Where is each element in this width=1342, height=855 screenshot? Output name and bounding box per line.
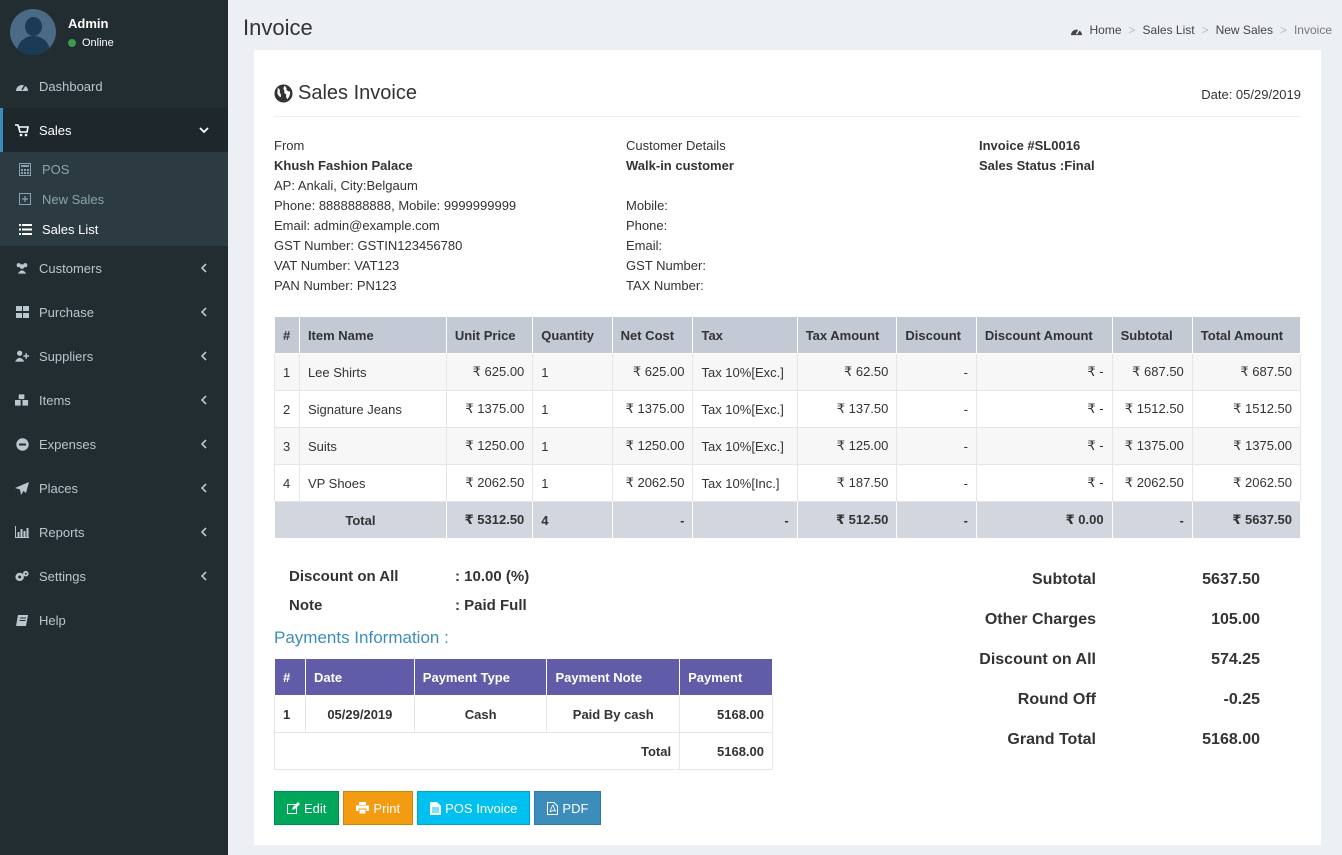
action-buttons: Edit Print POS Invoice PDF <box>274 791 605 825</box>
sidebar-item-dashboard[interactable]: Dashboard <box>0 64 228 108</box>
edit-icon <box>287 802 300 814</box>
summary-row-discount: Discount on All 574.25 <box>979 651 1260 668</box>
calculator-icon <box>18 162 32 176</box>
user-panel: Admin Online <box>0 0 228 64</box>
discount-value: : 10.00 (%) <box>455 568 530 585</box>
sidebar-item-new-sales[interactable]: New Sales <box>0 184 228 214</box>
book-icon <box>15 613 29 627</box>
company-name: Khush Fashion Palace <box>274 158 413 173</box>
payments-table-header: # Date Payment Type Payment Note Payment <box>274 658 773 696</box>
paper-plane-icon <box>15 481 29 495</box>
globe-icon <box>274 84 293 103</box>
chevron-left-icon <box>200 527 207 537</box>
bar-chart-icon <box>15 525 29 539</box>
sidebar: Admin Online Dashboard Sales POS New Sal… <box>0 0 228 855</box>
page-title: Invoice <box>243 15 313 40</box>
table-row: 2 Signature Jeans ₹ 1375.00 1 ₹ 1375.00 … <box>274 390 1302 428</box>
dashboard-icon <box>1070 28 1082 35</box>
payments-table: # Date Payment Type Payment Note Payment… <box>273 658 773 770</box>
sidebar-item-places[interactable]: Places <box>0 466 228 510</box>
invoice-number: Invoice #SL0016 <box>979 138 1081 153</box>
sidebar-item-expenses[interactable]: Expenses <box>0 422 228 466</box>
sidebar-item-settings[interactable]: Settings <box>0 554 228 598</box>
chevron-left-icon <box>200 351 207 361</box>
breadcrumb-sales-list[interactable]: Sales List <box>1142 23 1195 37</box>
pos-invoice-button[interactable]: POS Invoice <box>417 791 531 825</box>
from-address: From Khush Fashion Palace AP: Ankali, Ci… <box>274 138 517 293</box>
grid-icon <box>15 305 29 319</box>
file-pdf-icon <box>547 801 559 815</box>
summary-row-grand-total: Grand Total 5168.00 <box>1007 731 1260 748</box>
plus-square-icon <box>18 192 32 206</box>
chevron-left-icon <box>200 307 207 317</box>
note-label: Note <box>289 597 323 614</box>
user-name: Admin <box>68 15 109 31</box>
chevron-left-icon <box>200 571 207 581</box>
content-header: Invoice Home > Sales List > New Sales > … <box>228 0 1342 50</box>
sales-submenu: POS New Sales Sales List <box>0 152 228 246</box>
items-table: # Item Name Unit Price Quantity Net Cost… <box>274 316 1302 539</box>
gears-icon <box>15 569 29 583</box>
chevron-down-icon <box>199 127 209 134</box>
table-row: 1 05/29/2019 Cash Paid By cash 5168.00 <box>274 695 773 733</box>
users-icon <box>15 261 29 275</box>
summary-row-other-charges: Other Charges 105.00 <box>984 611 1260 628</box>
chevron-left-icon <box>200 439 207 449</box>
invoice-date: Date: 05/29/2019 <box>1201 87 1301 102</box>
discount-label: Discount on All <box>289 568 399 585</box>
file-text-icon <box>430 801 442 815</box>
discount-note-block: Discount on All : 10.00 (%) Note : Paid Fu… <box>289 562 529 620</box>
payments-title: Payments Information : <box>274 628 449 647</box>
invoice-meta: Invoice #SL0016 Sales Status :Final <box>979 136 1095 176</box>
breadcrumb: Home > Sales List > New Sales > Invoice <box>1070 23 1332 37</box>
online-dot-icon <box>68 38 76 47</box>
note-value: : Paid Full <box>455 597 527 614</box>
print-icon <box>356 802 370 814</box>
avatar <box>10 9 56 55</box>
sidebar-item-customers[interactable]: Customers <box>0 246 228 290</box>
totals-summary: Subtotal 5637.50 Other Charges 105.00 Disc… <box>974 560 1274 760</box>
user-plus-icon <box>15 349 29 363</box>
chevron-left-icon <box>200 395 207 405</box>
print-button[interactable]: Print <box>343 791 414 825</box>
sidebar-item-purchase[interactable]: Purchase <box>0 290 228 334</box>
invoice-heading: Sales Invoice <box>274 82 1301 105</box>
sidebar-item-pos[interactable]: POS <box>0 154 228 184</box>
breadcrumb-current: Invoice <box>1293 23 1332 37</box>
table-row: 1 Lee Shirts ₹ 625.00 1 ₹ 625.00 Tax 10%… <box>274 353 1302 391</box>
dashboard-icon <box>15 79 29 93</box>
sidebar-item-sales-list[interactable]: Sales List <box>0 214 228 244</box>
sidebar-menu: Dashboard Sales POS New Sales Sales List… <box>0 64 228 642</box>
invoice-header: Sales Invoice Date: 05/29/2019 <box>274 82 1301 117</box>
sidebar-item-suppliers[interactable]: Suppliers <box>0 334 228 378</box>
chevron-left-icon <box>200 263 207 273</box>
items-table-header: # Item Name Unit Price Quantity Net Cost… <box>274 316 1302 354</box>
table-row: 3 Suits ₹ 1250.00 1 ₹ 1250.00 Tax 10%[Ex… <box>274 427 1302 465</box>
table-total-row: Total ₹ 5312.50 4 - - ₹ 512.50 - ₹ 0.00 … <box>274 501 1302 539</box>
breadcrumb-home[interactable]: Home <box>1089 23 1122 37</box>
user-status: Online <box>68 37 114 49</box>
sidebar-item-sales[interactable]: Sales <box>0 108 228 152</box>
pdf-button[interactable]: PDF <box>534 791 602 825</box>
customer-name: Walk-in customer <box>626 158 734 173</box>
list-icon <box>18 222 32 236</box>
summary-row-subtotal: Subtotal 5637.50 <box>1032 571 1260 588</box>
sidebar-item-reports[interactable]: Reports <box>0 510 228 554</box>
sidebar-item-items[interactable]: Items <box>0 378 228 422</box>
cart-icon <box>15 123 29 137</box>
table-row: 4 VP Shoes ₹ 2062.50 1 ₹ 2062.50 Tax 10%… <box>274 464 1302 502</box>
payments-total-row: Total 5168.00 <box>273 732 773 770</box>
customer-details: Customer Details Walk-in customer Mobile… <box>626 138 734 293</box>
summary-row-round-off: Round Off -0.25 <box>1017 691 1260 708</box>
minus-circle-icon <box>15 437 29 451</box>
sales-status: Sales Status :Final <box>979 158 1095 173</box>
cubes-icon <box>15 393 29 407</box>
edit-button[interactable]: Edit <box>274 791 340 825</box>
invoice-box: Sales Invoice Date: 05/29/2019 From Khus… <box>254 50 1321 845</box>
breadcrumb-new-sales[interactable]: New Sales <box>1215 23 1273 37</box>
sidebar-item-help[interactable]: Help <box>0 598 228 642</box>
chevron-left-icon <box>200 483 207 493</box>
